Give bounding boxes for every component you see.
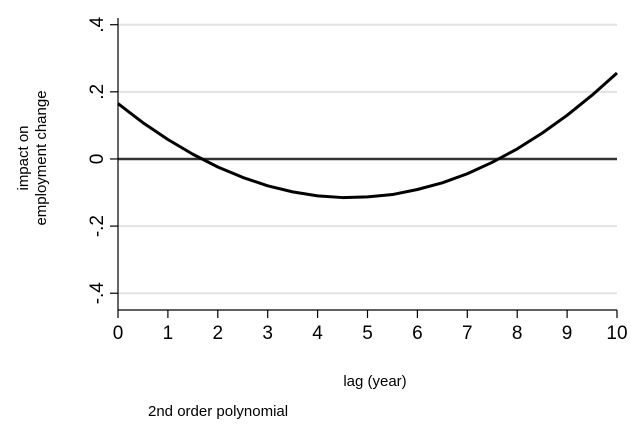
x-tick-label: 5	[362, 323, 373, 344]
note: 2nd order polynomial	[148, 403, 288, 420]
x-tick-label: 1	[163, 323, 174, 344]
x-tick-label: 6	[412, 323, 423, 344]
x-tick-label: 7	[462, 323, 473, 344]
x-tick-label: 2	[213, 323, 224, 344]
y-tick-label: -.2	[87, 215, 108, 237]
y-tick-label: .4	[87, 16, 108, 32]
y-axis-label: employment change	[33, 90, 50, 225]
y-tick-label: 0	[87, 154, 108, 165]
x-axis-label: lag (year)	[343, 373, 406, 390]
x-tick-label: 4	[312, 323, 323, 344]
x-tick-label: 3	[262, 323, 273, 344]
x-tick-label: 0	[113, 323, 124, 344]
y-axis-label: impact on	[15, 125, 32, 190]
y-tick-label: .2	[87, 84, 108, 100]
y-tick-label: -.4	[87, 282, 108, 305]
x-tick-label: 10	[606, 323, 627, 344]
x-tick-label: 9	[562, 323, 573, 344]
line-series	[117, 71, 618, 200]
x-tick-label: 8	[512, 323, 523, 344]
